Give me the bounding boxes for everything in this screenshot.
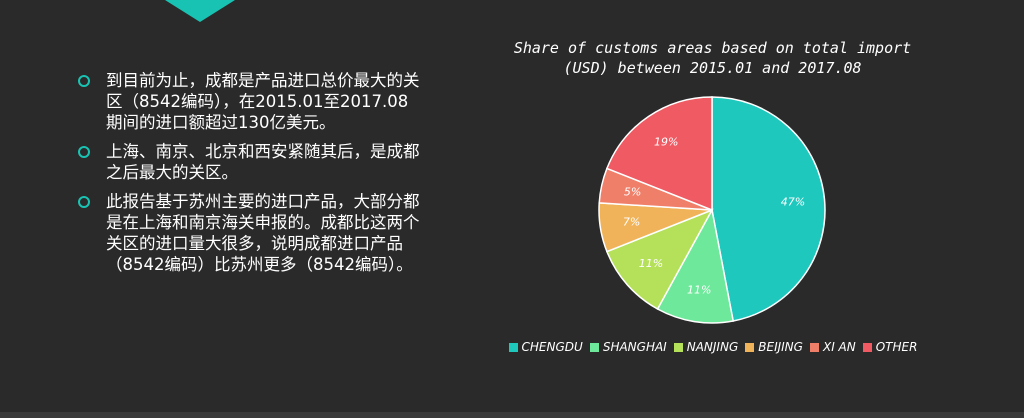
legend-item: NANJING [673,340,739,354]
footer-strip [0,412,1024,418]
legend-swatch [508,342,518,352]
slice-label: 11% [687,283,711,296]
slice-label: 7% [623,216,640,229]
slice-label: 19% [654,136,678,149]
legend-item: BEIJING [745,340,803,354]
legend-label: XI AN [822,340,856,354]
slice-label: 5% [624,185,641,198]
pie-slice [656,207,735,324]
decoration [165,0,235,22]
slice-label: 47% [781,195,805,208]
legend-label: SHANGHAI [602,340,667,354]
legend-swatch [809,342,819,352]
slice-label: 11% [639,257,663,270]
pie-slice [711,96,826,322]
bullet-list: 到目前为止，成都是产品进口总价最大的关区（8542编码），在2015.01至20… [78,70,423,283]
bullet: 上海、南京、北京和西安紧随其后，是成都之后最大的关区。 [78,141,423,183]
bullet: 此报告基于苏州主要的进口产品，大部分都是在上海和南京海关申报的。成都比这两个关区… [78,191,423,275]
bullet: 到目前为止，成都是产品进口总价最大的关区（8542编码），在2015.01至20… [78,70,423,133]
legend-item: CHENGDU [508,340,583,354]
chart-title: Share of customs areas based on total im… [513,39,912,77]
legend-item: XI AN [809,340,856,354]
legend-swatch [862,342,872,352]
legend: CHENGDU SHANGHAI NANJING BEIJING XI AN OTHER [478,340,948,354]
legend-label: BEIJING [758,340,803,354]
legend-label: OTHER [875,340,918,354]
pie-slice [605,208,714,311]
legend-swatch [589,342,599,352]
pie-slice [605,96,713,212]
legend-label: NANJING [686,340,739,354]
legend-item: SHANGHAI [589,340,667,354]
legend-item: OTHER [862,340,918,354]
legend-label: CHENGDU [521,340,583,354]
legend-swatch [745,342,755,352]
legend-swatch [673,342,683,352]
